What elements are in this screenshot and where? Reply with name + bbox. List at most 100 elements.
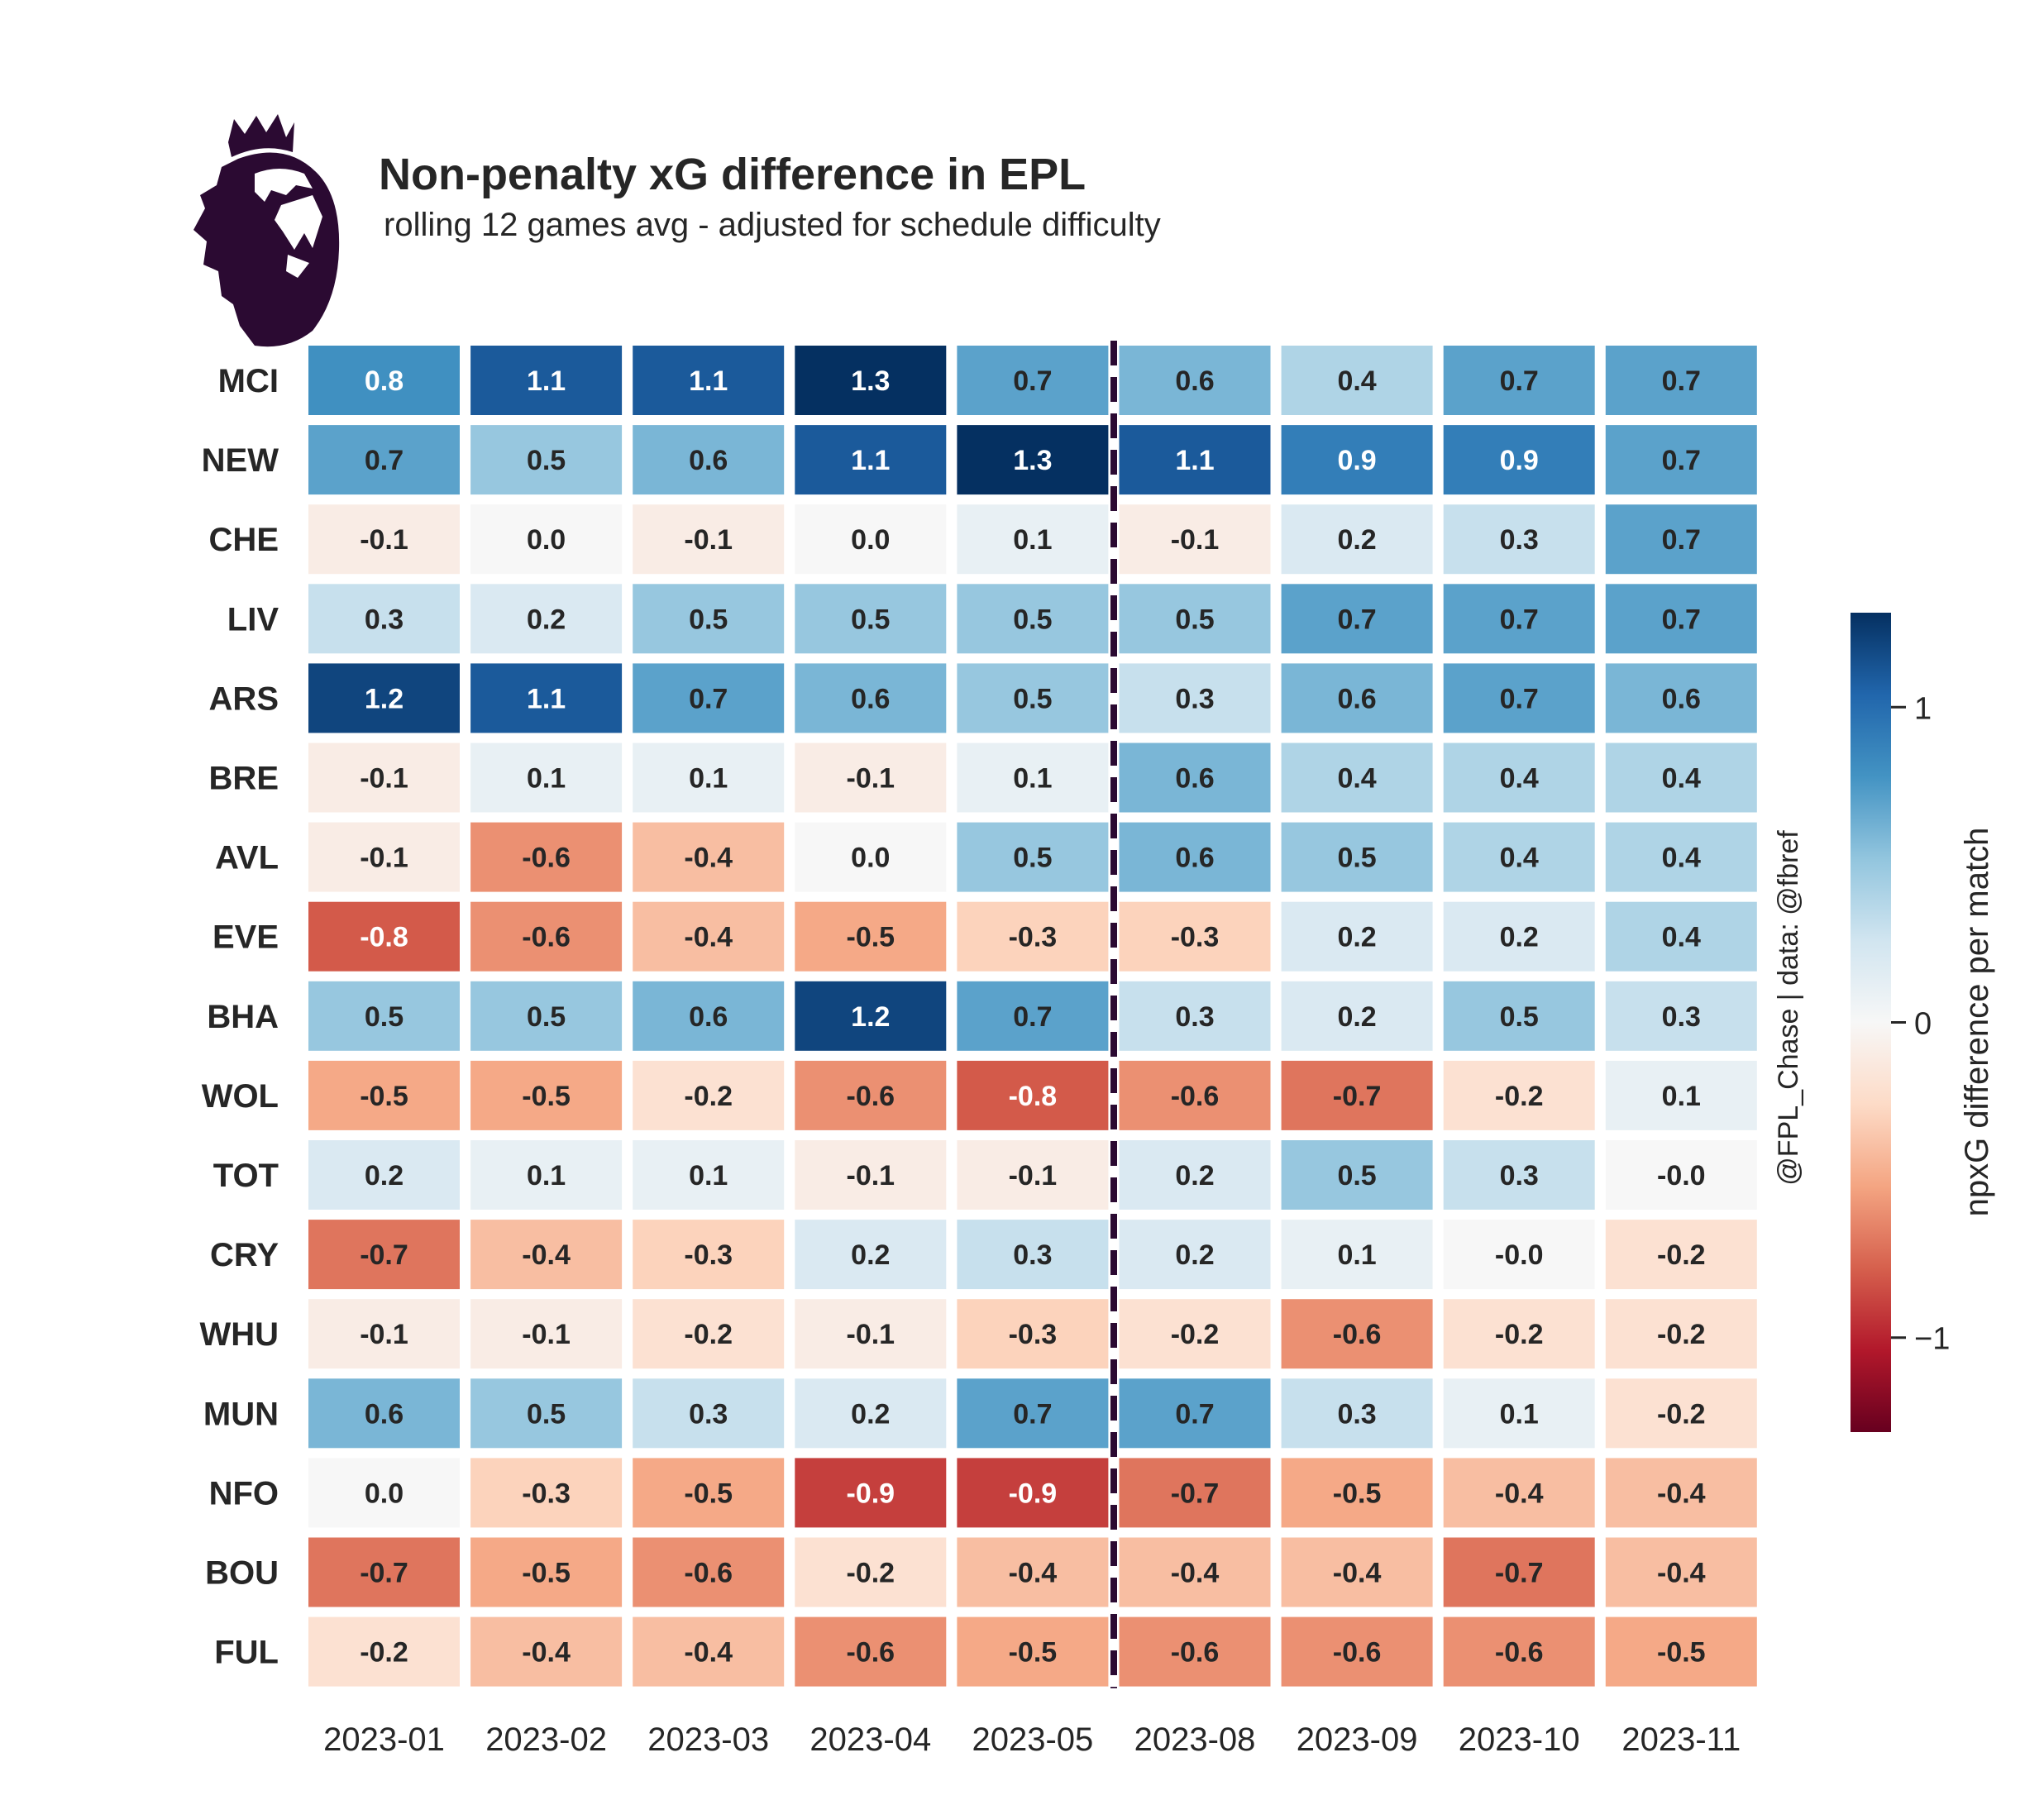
heatmap-cell: [795, 584, 947, 654]
cell-value-label: -0.0: [1495, 1239, 1544, 1271]
heatmap-cell: [308, 1060, 460, 1130]
cell-value-label: 0.4: [1662, 763, 1701, 795]
cell-value-label: -0.4: [522, 1637, 571, 1669]
heatmap-cell: [1605, 901, 1757, 972]
cell-value-label: -0.5: [1657, 1637, 1706, 1669]
cell-value-label: -0.4: [1495, 1478, 1544, 1509]
column-label-2023-04: 2023-04: [809, 1721, 931, 1758]
heatmap-cell: [1443, 981, 1595, 1051]
heatmap-cell: [957, 1378, 1109, 1449]
heatmap-cell: [308, 504, 460, 575]
heatmap-cell: [308, 1220, 460, 1290]
heatmap-cell: [308, 1616, 460, 1687]
cell-value-label: -0.1: [360, 1319, 408, 1350]
cell-value-label: 0.6: [1337, 683, 1376, 714]
heatmap-cell: [1443, 1378, 1595, 1449]
cell-value-label: -0.2: [1657, 1239, 1706, 1271]
heatmap-cell: [470, 1616, 623, 1687]
cell-value-label: 0.5: [851, 604, 890, 635]
cell-value-label: -0.2: [684, 1319, 733, 1350]
heatmap-cell: [633, 822, 785, 892]
heatmap-cell: [1605, 346, 1757, 415]
heatmap-cell: [633, 1140, 785, 1210]
chart-title: Non-penalty xG difference in EPL: [379, 150, 1086, 199]
cell-value-label: 1.2: [365, 683, 404, 714]
cell-value-label: -0.6: [847, 1081, 895, 1112]
cell-value-label: -0.4: [1171, 1558, 1220, 1589]
column-label-2023-02: 2023-02: [485, 1721, 607, 1758]
cell-value-label: 0.4: [1662, 843, 1701, 874]
cell-value-label: 1.3: [851, 365, 890, 397]
cell-value-label: -0.2: [1657, 1398, 1706, 1430]
heatmap-cell: [1443, 901, 1595, 972]
heatmap-cell: [795, 1220, 947, 1290]
cell-value-label: 0.7: [1662, 524, 1701, 556]
cell-value-label: -0.2: [1657, 1319, 1706, 1350]
heatmap-cell: [1605, 504, 1757, 575]
heatmap-cell: [1443, 1060, 1595, 1130]
heatmap-cell: [470, 822, 623, 892]
cell-value-label: 0.6: [1175, 763, 1214, 795]
cell-value-label: 0.3: [1662, 1001, 1701, 1033]
heatmap-cell: [957, 663, 1109, 733]
heatmap-cell: [308, 346, 460, 415]
heatmap-cell: [1119, 981, 1271, 1051]
colorbar-tick-label: 1: [1914, 691, 1932, 726]
heatmap-cell: [1281, 1616, 1433, 1687]
heatmap-cell: [1119, 1616, 1271, 1687]
heatmap-cell: [470, 1537, 623, 1607]
heatmap-cell: [795, 425, 947, 495]
heatmap-cell: [1281, 1220, 1433, 1290]
logo-crown: [228, 114, 294, 157]
cell-value-label: 1.1: [689, 365, 728, 397]
heatmap-cell: [1281, 346, 1433, 415]
heatmap-cell: [1119, 504, 1271, 575]
heatmap-cell: [308, 1378, 460, 1449]
cell-value-label: -0.4: [1333, 1558, 1382, 1589]
cell-value-label: -0.2: [1495, 1081, 1544, 1112]
heatmap-cell: [1443, 663, 1595, 733]
cell-value-label: 0.1: [1500, 1398, 1539, 1430]
cell-value-label: -0.8: [1009, 1081, 1058, 1112]
heatmap-cell: [1443, 1140, 1595, 1210]
cell-value-label: 0.5: [1337, 1160, 1376, 1191]
heatmap-cell: [1119, 663, 1271, 733]
cell-value-label: 0.7: [689, 683, 728, 714]
credit-text: @FPL_Chase | data: @fbref: [1773, 830, 1804, 1186]
heatmap-cell: [795, 346, 947, 415]
heatmap-cell: [795, 743, 947, 813]
heatmap-cell: [957, 901, 1109, 972]
cell-value-label: 0.0: [365, 1478, 404, 1509]
cell-value-label: 1.3: [1013, 445, 1052, 476]
heatmap-cell: [633, 1299, 785, 1369]
heatmap-cell: [795, 1537, 947, 1607]
column-label-2023-08: 2023-08: [1134, 1721, 1256, 1758]
cell-value-label: 0.7: [1500, 365, 1539, 397]
heatmap-cell: [470, 346, 623, 415]
row-label-bre: BRE: [209, 761, 279, 797]
heatmap-cell: [957, 822, 1109, 892]
heatmap-cell: [633, 663, 785, 733]
row-label-che: CHE: [209, 522, 279, 558]
cell-value-label: -0.2: [360, 1637, 408, 1669]
cell-value-label: 0.5: [527, 1398, 566, 1430]
heatmap-cell: [470, 504, 623, 575]
heatmap-cell: [1443, 822, 1595, 892]
cell-value-label: -0.6: [1171, 1081, 1220, 1112]
cell-value-label: 0.0: [851, 843, 890, 874]
heatmap-cell: [1605, 1140, 1757, 1210]
heatmap-cell: [1443, 1458, 1595, 1528]
cell-value-label: 0.3: [1500, 1160, 1539, 1191]
heatmap-cell: [1281, 1378, 1433, 1449]
colorbar-label: npxG difference per match: [1959, 828, 1995, 1217]
heatmap-cell: [1119, 822, 1271, 892]
cell-value-label: -0.2: [847, 1558, 895, 1589]
row-label-new: NEW: [202, 442, 279, 479]
cell-value-label: 0.6: [1175, 365, 1214, 397]
cell-value-label: -0.9: [1009, 1478, 1058, 1509]
column-label-2023-09: 2023-09: [1297, 1721, 1418, 1758]
row-label-avl: AVL: [215, 840, 279, 876]
cell-value-label: -0.2: [684, 1081, 733, 1112]
cell-value-label: 0.4: [1500, 843, 1539, 874]
heatmap-cell: [795, 1299, 947, 1369]
